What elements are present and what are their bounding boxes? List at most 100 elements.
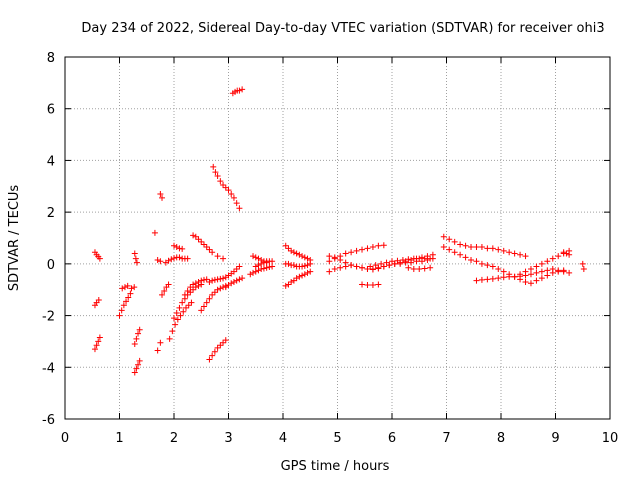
data-point (203, 244, 210, 251)
data-point (159, 291, 166, 298)
data-point (473, 244, 480, 251)
data-point (408, 259, 415, 266)
data-point (161, 288, 168, 295)
data-point (353, 247, 360, 254)
data-point (198, 277, 205, 284)
data-point (348, 249, 355, 256)
data-point (233, 200, 240, 207)
x-tick-label: 10 (602, 431, 619, 446)
data-point (96, 255, 103, 262)
data-point (214, 276, 221, 283)
data-point (285, 281, 292, 288)
data-point (484, 245, 491, 252)
data-point (255, 267, 262, 274)
x-tick-label: 2 (170, 431, 178, 446)
data-point (369, 244, 376, 251)
data-point (427, 255, 434, 262)
data-point (397, 260, 404, 267)
data-point (135, 330, 142, 337)
data-point (410, 255, 417, 262)
data-point (214, 286, 221, 293)
data-point (296, 251, 303, 258)
data-point (239, 275, 246, 282)
data-point (173, 244, 180, 251)
data-point (198, 238, 205, 245)
data-point (326, 258, 333, 265)
data-point (293, 250, 300, 257)
data-point (549, 255, 556, 262)
data-point (217, 342, 224, 349)
data-point (220, 275, 227, 282)
data-point (462, 254, 469, 261)
data-point (331, 266, 338, 273)
data-point (190, 232, 197, 239)
data-point (446, 246, 453, 253)
y-tick-label: 2 (47, 206, 55, 221)
data-point (217, 275, 224, 282)
data-point (200, 276, 207, 283)
data-point (394, 257, 401, 264)
data-point (123, 298, 130, 305)
data-point (296, 273, 303, 280)
data-point (206, 246, 213, 253)
data-point (375, 281, 382, 288)
data-point (214, 253, 221, 260)
data-point (169, 328, 176, 335)
data-point (171, 255, 177, 262)
data-point (124, 282, 131, 289)
data-point (136, 357, 143, 364)
data-point (135, 361, 142, 368)
data-point (176, 245, 183, 252)
data-point (367, 263, 374, 270)
data-point (119, 285, 126, 292)
data-point (413, 258, 420, 265)
data-point (484, 262, 491, 269)
data-point (380, 263, 387, 270)
data-point (247, 271, 254, 278)
data-point (209, 249, 216, 256)
y-tick-label: 0 (47, 258, 55, 273)
x-axis: 0 1 2 3 4 5 6 7 8 9 10 (61, 57, 618, 446)
x-axis-label: GPS time / hours (281, 459, 390, 474)
data-point (192, 233, 199, 240)
data-point (369, 282, 376, 289)
data-point (206, 295, 213, 302)
data-point (331, 254, 338, 261)
data-point (285, 245, 292, 252)
x-tick-label: 4 (279, 431, 287, 446)
data-point (209, 352, 216, 359)
data-point (188, 299, 195, 306)
data-point (176, 304, 183, 311)
data-point (206, 278, 213, 285)
data-point (182, 304, 189, 311)
data-point (566, 269, 573, 276)
data-point (200, 241, 207, 248)
data-point (220, 339, 227, 346)
data-point (500, 274, 507, 281)
data-point (171, 242, 177, 249)
data-point (389, 258, 395, 265)
data-point (165, 281, 172, 288)
data-point (168, 256, 175, 263)
data-point (468, 244, 475, 251)
data-point (421, 265, 428, 272)
data-point (128, 285, 135, 292)
data-point (233, 266, 240, 273)
data-point (125, 294, 132, 301)
data-point (555, 267, 562, 274)
data-point (212, 169, 219, 176)
data-point (560, 268, 567, 275)
data-point (288, 278, 295, 285)
data-point (495, 266, 502, 273)
data-point (410, 266, 417, 273)
data-point (190, 281, 197, 288)
data-point (214, 344, 221, 351)
data-point (179, 299, 186, 306)
y-tick-label: -6 (42, 413, 55, 428)
data-point (473, 277, 480, 284)
data-point (209, 291, 216, 298)
data-point (93, 342, 100, 349)
data-point (527, 266, 534, 273)
data-point (236, 276, 243, 283)
data-point (222, 337, 229, 344)
